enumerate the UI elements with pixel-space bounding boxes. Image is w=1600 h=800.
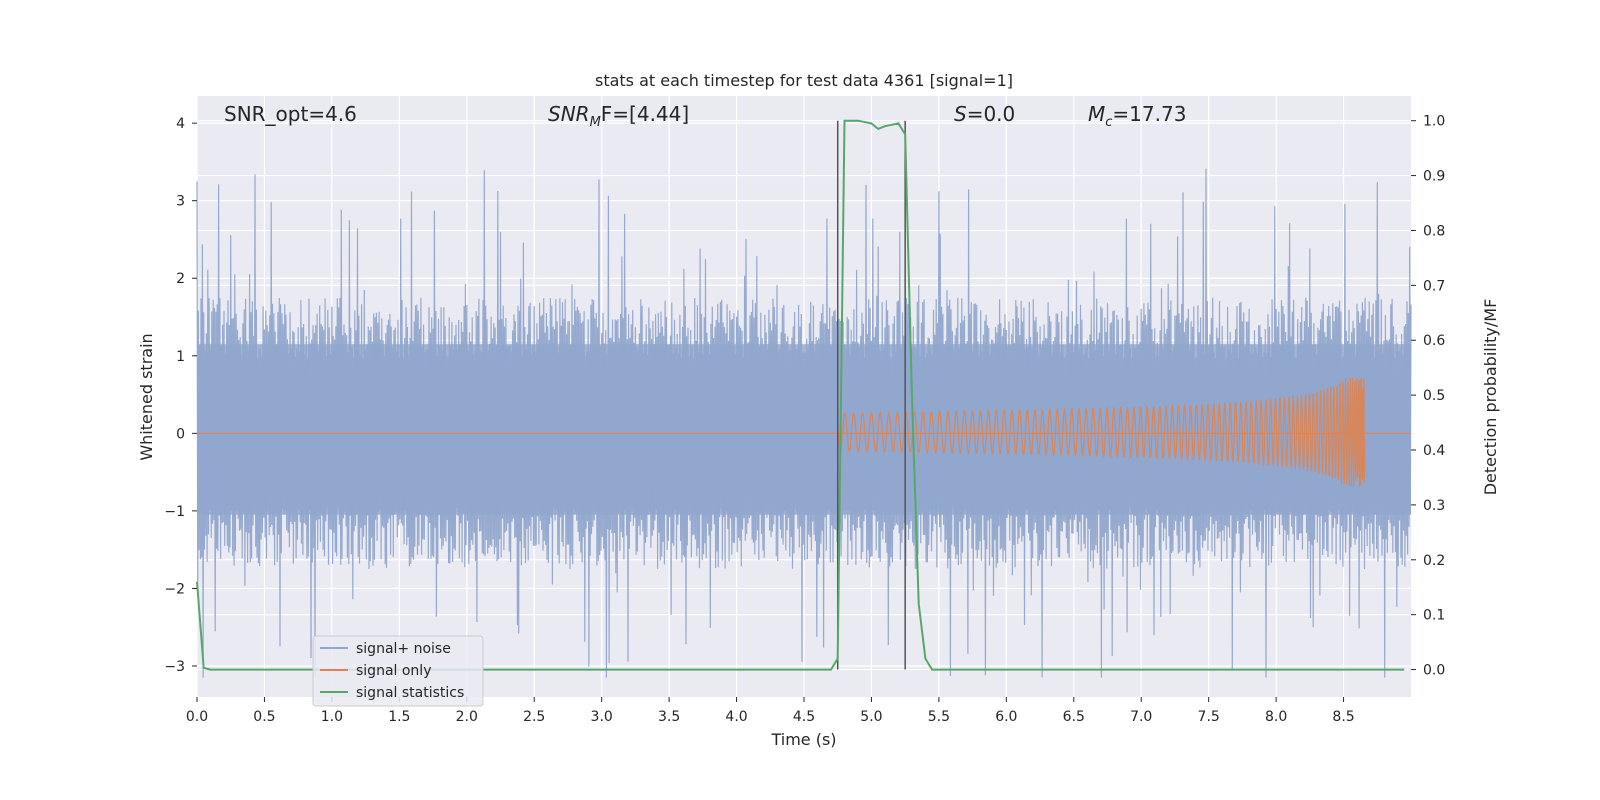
noise-trace: [196, 168, 1412, 678]
x-tick-label-12: 6.0: [995, 709, 1017, 725]
annotation-snr-mf-main: SNR: [548, 102, 590, 126]
annotation-s-main: S: [954, 102, 967, 126]
annotation-mc: Mc=17.73: [1088, 102, 1186, 130]
series-signal-noise: [196, 168, 1412, 678]
annotation-snr-mf-rest: F=[4.44]: [601, 102, 689, 126]
y-axis-left-label: Whitened strain: [137, 333, 156, 460]
annotation-s-rest: =0.0: [967, 102, 1016, 126]
yr-tick-label-7: 0.7: [1423, 278, 1445, 294]
x-tick-label-1: 0.5: [253, 709, 275, 725]
x-tick-label-15: 7.5: [1198, 709, 1220, 725]
x-tick-label-7: 3.5: [658, 709, 680, 725]
annotation-snr-mf-sub: M: [590, 115, 601, 130]
yl-tick-label-4: 1: [176, 349, 185, 365]
x-tick-label-9: 4.5: [793, 709, 815, 725]
yl-tick-label-7: 4: [176, 116, 185, 132]
x-tick-label-16: 8.0: [1265, 709, 1287, 725]
legend: signal+ noise signal only signal statist…: [312, 635, 484, 707]
x-tick-label-2: 1.0: [321, 709, 343, 725]
yl-tick-label-0: −3: [164, 659, 185, 675]
x-tick-label-10: 5.0: [860, 709, 882, 725]
x-tick-label-4: 2.0: [456, 709, 478, 725]
yr-tick-label-10: 1.0: [1423, 114, 1445, 130]
yl-tick-label-6: 3: [176, 194, 185, 210]
yl-tick-label-1: −2: [164, 581, 185, 597]
x-axis-label: Time (s): [770, 730, 836, 749]
annotation-mc-rest: =17.73: [1112, 102, 1186, 126]
yr-tick-label-8: 0.8: [1423, 223, 1445, 239]
chart-title: stats at each timestep for test data 436…: [595, 71, 1013, 90]
yl-tick-label-3: 0: [176, 426, 185, 442]
yl-tick-label-5: 2: [176, 271, 185, 287]
x-tick-label-13: 6.5: [1063, 709, 1085, 725]
signal-chirp: [837, 377, 1366, 487]
series-signal-statistics: [196, 119, 1405, 671]
yl-tick-label-2: −1: [164, 504, 185, 520]
stats-line: [196, 119, 1405, 671]
x-tick-label-0: 0.0: [186, 709, 208, 725]
yr-tick-label-0: 0.0: [1423, 663, 1445, 679]
yr-tick-label-9: 0.9: [1423, 169, 1445, 185]
y-axis-right-ticks: 0.0 0.1 0.2 0.3 0.4 0.5 0.6 0.7 0.8 0.9 1.0: [1411, 114, 1445, 679]
x-tick-label-8: 4.0: [725, 709, 747, 725]
yr-tick-label-2: 0.2: [1423, 553, 1445, 569]
x-tick-label-5: 2.5: [523, 709, 545, 725]
annotation-s: S=0.0: [954, 102, 1015, 126]
yr-tick-label-4: 0.4: [1423, 443, 1445, 459]
annotation-mc-sub: c: [1105, 115, 1112, 130]
y-axis-right-label: Detection probability/MF: [1481, 299, 1500, 496]
series-signal-only: [197, 377, 1411, 487]
yr-tick-label-3: 0.3: [1423, 498, 1445, 514]
legend-label-signal-noise: signal+ noise: [356, 641, 451, 657]
x-tick-label-6: 3.0: [591, 709, 613, 725]
x-tick-label-11: 5.5: [928, 709, 950, 725]
y-axis-left-ticks: −3 −2 −1 0 1 2 3 4: [164, 116, 197, 675]
yr-tick-label-1: 0.1: [1423, 608, 1445, 624]
yr-tick-label-5: 0.5: [1423, 388, 1445, 404]
annotation-snr-mf: SNRMF=[4.44]: [548, 102, 689, 130]
legend-box: [312, 635, 484, 707]
annotation-snr-opt: SNR_opt=4.6: [224, 102, 357, 126]
yr-tick-label-6: 0.6: [1423, 333, 1445, 349]
x-tick-label-14: 7.0: [1130, 709, 1152, 725]
legend-label-signal-statistics: signal statistics: [356, 685, 464, 701]
x-tick-label-17: 8.5: [1332, 709, 1354, 725]
x-axis-ticks: 0.0 0.5 1.0 1.5 2.0 2.5 3.0 3.5 4.0 4.5 5.0 5.5 6.0 6…: [186, 697, 1355, 725]
legend-label-signal-only: signal only: [356, 663, 431, 679]
x-tick-label-3: 1.5: [388, 709, 410, 725]
annotation-mc-main: M: [1088, 102, 1105, 126]
